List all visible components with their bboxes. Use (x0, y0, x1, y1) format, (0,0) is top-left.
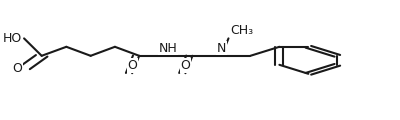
Text: O: O (12, 62, 22, 75)
Text: O: O (127, 59, 137, 72)
Text: N: N (217, 42, 226, 55)
Text: NH: NH (159, 42, 178, 55)
Text: O: O (180, 59, 190, 72)
Text: CH₃: CH₃ (230, 24, 254, 37)
Text: HO: HO (3, 32, 22, 45)
